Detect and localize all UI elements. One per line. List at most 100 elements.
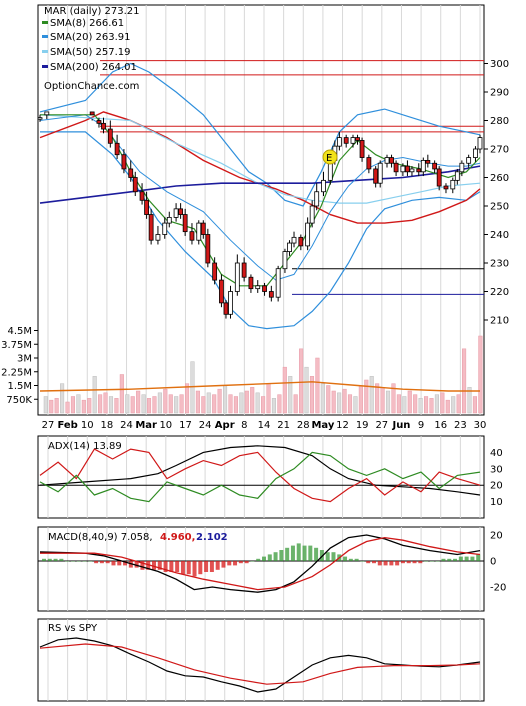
macd-histogram-bar — [262, 556, 266, 561]
price-tick-label: 220 — [490, 287, 509, 298]
candle-body — [268, 291, 274, 298]
candle-body — [309, 205, 315, 224]
legend-sma20: SMA(20) 263.91 — [50, 32, 131, 43]
macd-histogram-bar — [111, 561, 116, 566]
rs-series-1 — [39, 643, 481, 685]
volume-tick-label: 2.25M — [1, 367, 32, 378]
candle-body — [219, 279, 224, 304]
volume-tick-label: 3M — [17, 354, 32, 365]
volume-bar — [60, 383, 65, 414]
volume-tick-label: 750K — [6, 395, 32, 406]
macd-histogram-bar — [244, 561, 249, 564]
x-tick-label: May — [311, 420, 334, 431]
candlesticks — [37, 111, 483, 319]
rs-panel-frame — [37, 618, 485, 702]
volume-bar — [467, 387, 472, 414]
volume-bar — [364, 379, 369, 414]
volume-bar — [288, 376, 293, 414]
macd-histogram-bar — [348, 558, 353, 561]
candle-body — [96, 120, 102, 124]
x-tick-label: Mar — [135, 420, 157, 431]
volume-bar — [456, 394, 461, 414]
macd-histogram-bar — [198, 561, 203, 575]
volume-bar — [81, 399, 86, 414]
volume-bar — [119, 374, 124, 414]
candle-body — [282, 251, 288, 270]
chart-title: MAR (daily) 273.21 — [44, 6, 140, 17]
x-tick-label: 27 — [375, 420, 388, 431]
volume-bar — [108, 396, 114, 414]
candle-body — [359, 140, 365, 158]
volume-tick-label: 3.75M — [1, 340, 32, 351]
volume-bar — [70, 396, 76, 414]
volume-bar — [342, 388, 347, 414]
macd-histogram-bar — [331, 552, 336, 561]
candle-body — [132, 177, 138, 193]
x-tick-label: 14 — [258, 420, 271, 431]
macd-histogram-bar — [319, 550, 324, 561]
x-tick-label: 19 — [356, 420, 369, 431]
candle-body — [336, 137, 342, 147]
volume-bar — [282, 366, 287, 414]
volume-bar — [434, 394, 439, 414]
macd-histogram-bar — [267, 554, 272, 561]
macd-histogram-bar — [256, 558, 261, 561]
volume-bar — [337, 392, 342, 414]
macd-signal-line — [40, 536, 481, 591]
candle-body — [377, 162, 383, 184]
candle-body — [196, 222, 202, 241]
volume-bar — [472, 396, 477, 414]
volume-bar — [478, 335, 483, 414]
candle-body — [366, 157, 372, 170]
adx-tick-label: 30 — [490, 464, 503, 475]
macd-histogram-bar — [76, 561, 81, 562]
volume-bar — [152, 396, 157, 414]
macd-panel-frame — [37, 526, 485, 612]
x-tick-label: 27 — [42, 420, 55, 431]
macd-histogram-bar — [204, 561, 209, 572]
volume-bar — [141, 394, 146, 414]
earnings-marker: E — [322, 149, 338, 165]
macd-histogram-bar — [47, 558, 52, 561]
candle-body — [101, 122, 106, 130]
candle-body — [37, 117, 43, 120]
volume-average-line — [39, 381, 480, 392]
macd-histogram-bar — [152, 561, 156, 570]
macd-histogram-bar — [302, 545, 307, 561]
adx-tick-label: 10 — [490, 497, 503, 508]
candle-body — [416, 168, 422, 173]
volume-bar — [402, 396, 407, 414]
adx-tick-label: 40 — [490, 448, 503, 459]
x-tick-label: 30 — [474, 420, 487, 431]
macd-histogram-bar — [227, 561, 232, 566]
candle-body — [248, 276, 254, 290]
volume-bar — [54, 398, 59, 414]
volume-bar — [423, 396, 429, 414]
volume-bar — [369, 376, 374, 414]
candle-body — [275, 268, 281, 298]
watermark: OptionChance.com — [44, 81, 139, 92]
volume-bar — [266, 383, 271, 414]
volume-bar — [157, 392, 162, 414]
macd-tick-label: 20 — [490, 531, 503, 542]
price-tick-label: 270 — [490, 145, 509, 156]
adx-title: ADX(14) 13.89 — [48, 441, 122, 452]
candle-body — [314, 191, 320, 207]
sma200-swatch — [42, 65, 48, 68]
macd-histogram-bar — [123, 561, 128, 566]
volume-bar — [309, 376, 315, 414]
macd-histogram-bar — [59, 558, 64, 561]
macd-histogram-bar — [221, 561, 226, 568]
candle-body — [148, 214, 154, 241]
macd-histogram-bar — [412, 561, 417, 564]
macd-histogram-bar — [192, 561, 197, 577]
volume-bar — [396, 394, 401, 414]
x-tick-label: 18 — [101, 420, 114, 431]
macd-histogram-bar — [180, 561, 185, 575]
macd-title-hist: 2.102 — [196, 532, 228, 543]
macd-title-main: MACD(8,40,9) 7.058, — [48, 532, 153, 543]
candle-body — [436, 168, 442, 187]
x-tick-label: Apr — [215, 420, 235, 431]
candle-body — [228, 291, 233, 315]
